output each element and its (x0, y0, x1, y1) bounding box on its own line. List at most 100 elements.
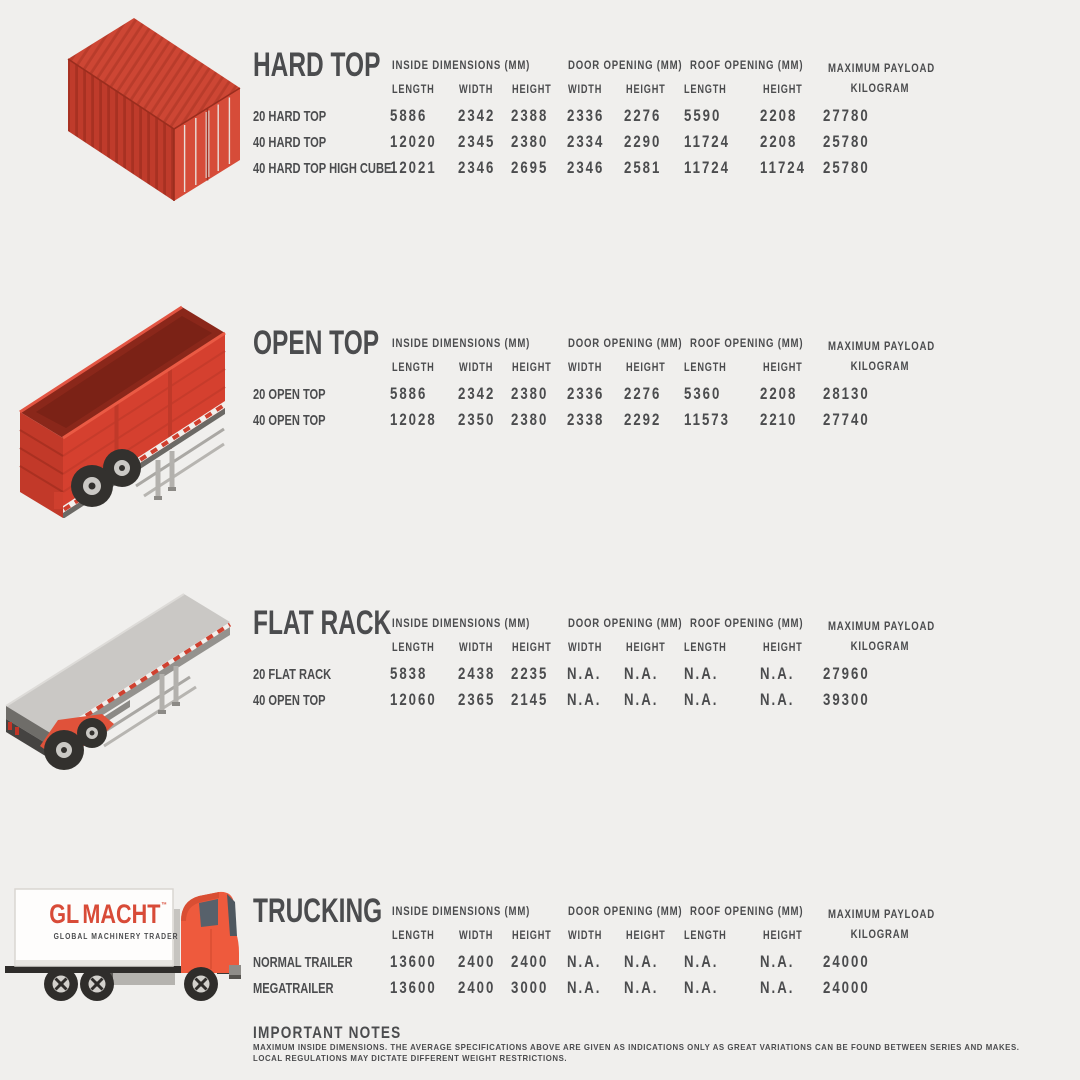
subcol-length: LENGTH (392, 362, 435, 374)
spec-row: 40 HARD TOP 12020 2345 2380 2334 2290 11… (0, 132, 1080, 158)
col-group-inside-dimensions: INSIDE DIMENSIONS (MM) (392, 336, 531, 350)
col-group-roof-opening: ROOF OPENING (MM) (690, 336, 804, 350)
section-title: HARD TOP (253, 46, 381, 84)
cell-value: 2210 (760, 411, 798, 429)
flat-rack-landing-gear (159, 666, 179, 712)
subcol-height: HEIGHT (512, 362, 552, 374)
cell-value: 27960 (823, 665, 870, 683)
notes-heading: IMPORTANT NOTES (253, 1023, 402, 1042)
cell-value: N.A. (567, 665, 602, 683)
subcol-roof-height: HEIGHT (763, 362, 803, 374)
col-group-max-payload: MAXIMUM PAYLOAD KILOGRAM (828, 61, 935, 95)
cell-value: 2276 (624, 385, 662, 403)
cell-value: N.A. (760, 691, 795, 709)
cell-value: 2365 (458, 691, 496, 709)
cell-value: 39300 (823, 691, 870, 709)
cell-value: 2346 (458, 159, 496, 177)
col-group-roof-opening: ROOF OPENING (MM) (690, 58, 804, 72)
subcol-door-height: HEIGHT (626, 642, 666, 654)
subcol-length: LENGTH (392, 84, 435, 96)
cell-value: 2334 (567, 133, 605, 151)
subcol-height: HEIGHT (512, 84, 552, 96)
cell-value: 11724 (760, 159, 806, 177)
cell-value: N.A. (624, 953, 659, 971)
subcol-roof-length: LENGTH (684, 84, 727, 96)
cell-value: 2695 (511, 159, 549, 177)
subcol-roof-length: LENGTH (684, 930, 727, 942)
spec-row: 40 OPEN TOP 12060 2365 2145 N.A. N.A. N.… (0, 690, 1080, 716)
section-trucking: TRUCKING INSIDE DIMENSIONS (MM) DOOR OPE… (0, 886, 1080, 1016)
cell-value: 11724 (684, 159, 730, 177)
cell-value: 2350 (458, 411, 496, 429)
cell-value: 2345 (458, 133, 496, 151)
subcol-width: WIDTH (459, 642, 494, 654)
cell-value: 13600 (390, 979, 437, 997)
spec-row: 20 FLAT RACK 5838 2438 2235 N.A. N.A. N.… (0, 664, 1080, 690)
col-group-inside-dimensions: INSIDE DIMENSIONS (MM) (392, 58, 531, 72)
glomacht-logo: GL MACHT ™ (44, 899, 177, 942)
trailer-landing-gear (155, 451, 175, 498)
subcol-width: WIDTH (459, 362, 494, 374)
subcol-height: HEIGHT (512, 930, 552, 942)
cell-value: N.A. (624, 979, 659, 997)
cell-value: 2400 (458, 953, 496, 971)
cell-value: N.A. (684, 979, 719, 997)
cell-value: 25780 (823, 159, 870, 177)
cell-value: N.A. (624, 691, 659, 709)
cell-value: 2342 (458, 385, 496, 403)
container-side-face (68, 59, 174, 201)
cell-value: 13600 (390, 953, 437, 971)
subcol-width: WIDTH (459, 930, 494, 942)
cell-value: N.A. (760, 665, 795, 683)
spec-row: 20 OPEN TOP 5886 2342 2380 2336 2276 536… (0, 384, 1080, 410)
cell-value: 2336 (567, 107, 605, 125)
cell-value: N.A. (760, 953, 795, 971)
spec-row: MEGATRAILER 13600 2400 3000 N.A. N.A. N.… (0, 978, 1080, 1004)
flat-rack-illustration (5, 593, 232, 770)
row-label: 20 FLAT RACK (253, 666, 332, 683)
cell-value: 5838 (390, 665, 428, 683)
brand-left: GL (49, 899, 80, 929)
cell-value: 11724 (684, 133, 730, 151)
col-group-inside-dimensions: INSIDE DIMENSIONS (MM) (392, 616, 531, 630)
subcol-roof-length: LENGTH (684, 642, 727, 654)
cell-value: 2292 (624, 411, 662, 429)
section-hard-top: HARD TOP INSIDE DIMENSIONS (MM) DOOR OPE… (0, 40, 1080, 230)
cell-value: 27780 (823, 107, 870, 125)
cell-value: 2388 (511, 107, 549, 125)
row-label: MEGATRAILER (253, 980, 334, 997)
trailer-mudflap (54, 492, 63, 509)
glomacht-truck-illustration (5, 888, 241, 1001)
cell-value: 2400 (458, 979, 496, 997)
row-label: 20 HARD TOP (253, 108, 327, 125)
col-group-roof-opening: ROOF OPENING (MM) (690, 904, 804, 918)
subcol-roof-length: LENGTH (684, 362, 727, 374)
cell-value: 2438 (458, 665, 496, 683)
truck-bumper (229, 965, 241, 977)
subcol-door-height: HEIGHT (626, 930, 666, 942)
cell-value: 12028 (390, 411, 437, 429)
truck-skirt (99, 973, 175, 985)
col-group-max-payload: MAXIMUM PAYLOAD KILOGRAM (828, 907, 935, 941)
col-group-door-opening: DOOR OPENING (MM) (568, 58, 683, 72)
tail-light (15, 727, 19, 735)
subcol-roof-height: HEIGHT (763, 642, 803, 654)
row-label: 40 OPEN TOP (253, 412, 326, 429)
truck-cab (181, 891, 239, 973)
subcol-door-width: WIDTH (568, 930, 603, 942)
cell-value: 5590 (684, 107, 722, 125)
cell-value: 5360 (684, 385, 722, 403)
spec-row: NORMAL TRAILER 13600 2400 2400 N.A. N.A.… (0, 952, 1080, 978)
section-title: OPEN TOP (253, 324, 380, 362)
cell-value: 2380 (511, 411, 549, 429)
tail-light (8, 722, 12, 730)
cell-value: 2342 (458, 107, 496, 125)
subcol-door-width: WIDTH (568, 642, 603, 654)
container-top-face (68, 18, 240, 129)
cell-value: 2336 (567, 385, 605, 403)
cell-value: N.A. (684, 953, 719, 971)
cell-value: 12020 (390, 133, 437, 151)
subcol-door-height: HEIGHT (626, 84, 666, 96)
cell-value: 12060 (390, 691, 437, 709)
subcol-door-width: WIDTH (568, 362, 603, 374)
